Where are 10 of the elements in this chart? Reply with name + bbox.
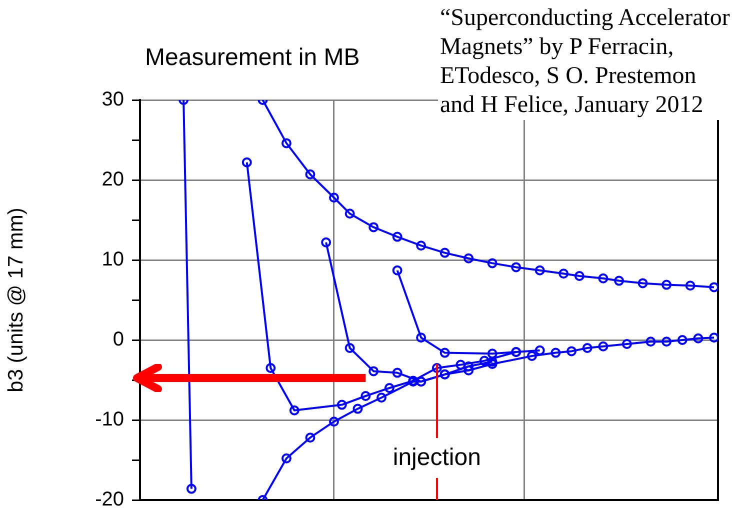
- y-axis-title: b3 (units @ 17 mm): [4, 208, 28, 392]
- y-tick-label: -20: [95, 488, 124, 511]
- annotation: injection: [392, 443, 482, 474]
- chart-title: Measurement in MB: [145, 44, 360, 72]
- annotation: “Superconducting Accelerator Magnets” by P Ferracin, ETodesco, S O. Prestemon and H Felice, January 2012: [438, 4, 732, 120]
- y-tick-label: 10: [102, 248, 124, 271]
- y-tick-label: -10: [95, 408, 124, 431]
- y-tick-label: 30: [102, 88, 124, 111]
- y-tick-label: 0: [112, 328, 124, 351]
- y-tick-label: 20: [102, 168, 124, 191]
